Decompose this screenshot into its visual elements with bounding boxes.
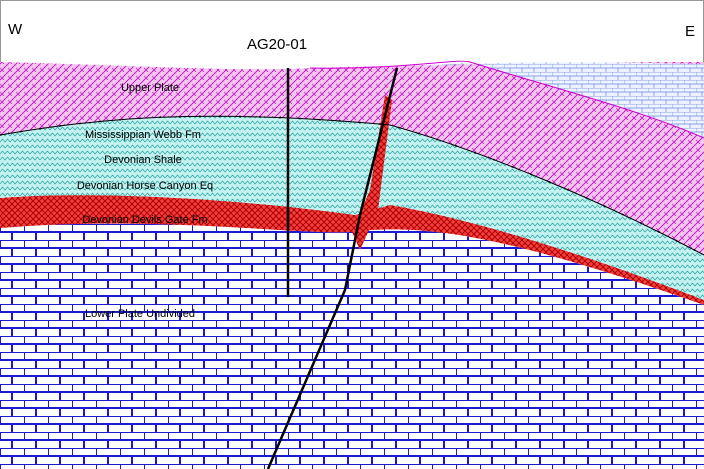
thrust — [0, 115, 704, 256]
upper-thrust — [309, 60, 704, 139]
unit-label: Upper Plate — [121, 82, 179, 94]
unit-label: Devonian Devils Gate Fm — [82, 214, 207, 226]
fault — [266, 67, 399, 469]
lower-plate — [0, 223, 704, 469]
drillhole-label: AG20-01 — [247, 36, 307, 53]
unit-label: Mississippian Webb Fm — [85, 129, 201, 141]
unit-label: Lower Plate Undivided — [85, 308, 195, 320]
unit-label: Devonian Shale — [104, 154, 182, 166]
unit-label: Devonian Horse Canyon Eq — [77, 180, 213, 192]
west-label: W — [8, 21, 23, 38]
devils-gate — [0, 195, 704, 305]
upper-plate — [0, 62, 704, 255]
east-label: E — [685, 23, 695, 40]
shale — [0, 116, 704, 300]
upper-plate-carbonate — [400, 62, 704, 138]
